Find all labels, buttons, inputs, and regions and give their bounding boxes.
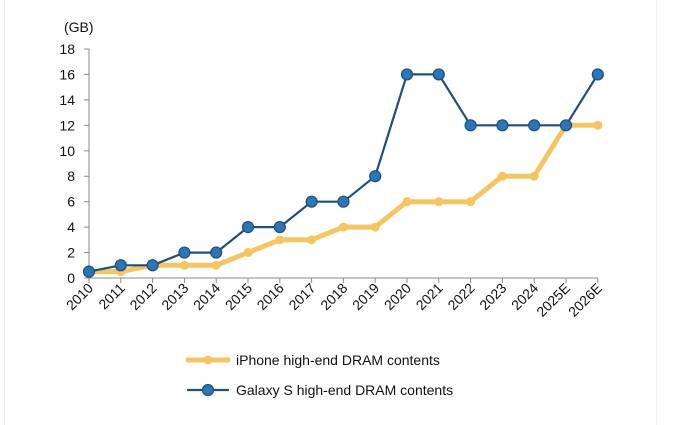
data-point bbox=[241, 221, 255, 234]
data-point bbox=[211, 260, 221, 270]
x-tick-label: 2013 bbox=[158, 280, 191, 313]
chart-series bbox=[82, 68, 604, 278]
y-tick-label: 8 bbox=[67, 168, 75, 184]
data-point bbox=[338, 222, 348, 232]
data-point bbox=[402, 197, 412, 207]
data-point bbox=[559, 119, 573, 132]
x-tick-label: 2011 bbox=[95, 280, 128, 313]
y-tick-label: 2 bbox=[67, 245, 75, 261]
data-point bbox=[179, 260, 189, 270]
data-point bbox=[307, 235, 317, 245]
data-point bbox=[434, 197, 444, 207]
y-tick-label: 14 bbox=[59, 92, 75, 108]
x-tick-label: 2018 bbox=[317, 280, 350, 313]
x-tick-label: 2015 bbox=[222, 280, 255, 313]
data-point bbox=[432, 68, 445, 81]
legend-label: Galaxy S high-end DRAM contents bbox=[236, 382, 453, 398]
data-point bbox=[114, 259, 127, 272]
data-point bbox=[337, 195, 350, 208]
data-point bbox=[178, 246, 191, 259]
chart-legend: iPhone high-end DRAM contents Galaxy S hi… bbox=[185, 352, 453, 398]
y-tick-label: 4 bbox=[67, 219, 75, 235]
data-point bbox=[275, 235, 285, 245]
data-point bbox=[466, 197, 476, 207]
y-tick-label: 18 bbox=[59, 41, 75, 57]
legend-swatch-marker bbox=[201, 383, 215, 397]
data-point bbox=[497, 171, 507, 181]
legend-entry-0: iPhone high-end DRAM contents bbox=[185, 352, 440, 368]
y-tick-label: 6 bbox=[67, 194, 75, 210]
right-frame-rule bbox=[656, 0, 657, 425]
y-tick-label: 0 bbox=[67, 270, 75, 286]
x-tick-label: 2026E bbox=[565, 280, 605, 320]
x-tick-label: 2012 bbox=[126, 280, 159, 313]
y-tick-label: 12 bbox=[59, 117, 75, 133]
data-point bbox=[400, 68, 414, 81]
data-point bbox=[243, 248, 253, 258]
data-point bbox=[369, 170, 382, 183]
x-tick-label: 2017 bbox=[285, 280, 318, 313]
x-tick-label: 2014 bbox=[190, 280, 223, 313]
x-tick-label: 2019 bbox=[349, 280, 382, 313]
x-tick-label: 2020 bbox=[381, 280, 414, 313]
data-point bbox=[370, 222, 380, 232]
data-point bbox=[528, 119, 541, 132]
data-point bbox=[210, 246, 223, 259]
x-tick-label: 2021 bbox=[413, 280, 446, 313]
y-tick-label: 10 bbox=[59, 143, 75, 159]
data-point bbox=[273, 221, 286, 234]
data-point bbox=[305, 195, 318, 208]
y-axis-unit-label: (GB) bbox=[64, 19, 94, 35]
series-line bbox=[87, 73, 599, 273]
left-frame-rule bbox=[4, 0, 5, 425]
x-tick-label: 2022 bbox=[444, 280, 477, 313]
x-tick-label: 2025E bbox=[533, 280, 573, 320]
data-point bbox=[593, 120, 603, 130]
y-tick-label: 16 bbox=[59, 66, 75, 82]
data-point bbox=[496, 119, 509, 132]
x-tick-label: 2016 bbox=[254, 280, 287, 313]
x-tick-label: 2023 bbox=[476, 280, 509, 313]
legend-entry-1: Galaxy S high-end DRAM contents bbox=[186, 382, 453, 398]
data-point bbox=[82, 265, 96, 278]
legend-label: iPhone high-end DRAM contents bbox=[236, 352, 440, 368]
data-point bbox=[464, 119, 477, 132]
data-point bbox=[591, 68, 604, 81]
series-1 bbox=[82, 68, 604, 278]
legend-swatch-marker bbox=[203, 355, 213, 365]
data-point bbox=[529, 171, 539, 181]
data-point bbox=[146, 259, 159, 272]
